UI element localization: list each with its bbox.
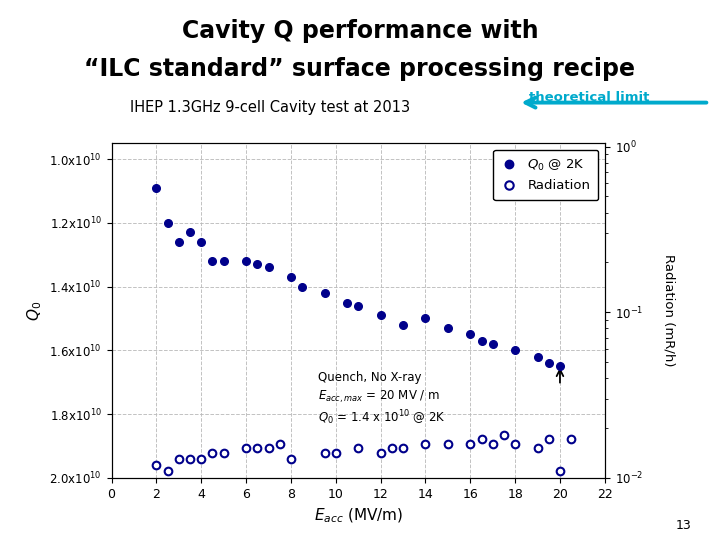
Radiation: [287, 456, 295, 462]
Radiation: [377, 450, 385, 457]
Radiation: [276, 441, 284, 447]
$Q_0$ @ 2K: [287, 274, 295, 280]
Line: Radiation: Radiation: [153, 431, 575, 475]
Radiation: [399, 445, 408, 451]
$Q_0$ @ 2K: [343, 299, 351, 306]
$Q_0$ @ 2K: [208, 258, 217, 264]
Radiation: [556, 468, 564, 474]
$Q_0$ @ 2K: [163, 220, 172, 226]
$Q_0$ @ 2K: [377, 312, 385, 319]
Radiation: [331, 450, 340, 457]
$Q_0$ @ 2K: [186, 229, 194, 235]
Radiation: [174, 456, 183, 462]
Text: Quench, No X-ray: Quench, No X-ray: [318, 370, 421, 383]
Y-axis label: $Q_0$: $Q_0$: [25, 300, 44, 321]
$Q_0$ @ 2K: [197, 239, 206, 245]
Radiation: [208, 450, 217, 457]
Radiation: [421, 441, 430, 447]
Radiation: [354, 445, 363, 451]
Text: $E_{acc, max}$ = 20 MV / m: $E_{acc, max}$ = 20 MV / m: [318, 388, 440, 405]
Radiation: [477, 436, 486, 443]
Radiation: [500, 432, 508, 438]
$Q_0$ @ 2K: [466, 331, 474, 338]
$Q_0$ @ 2K: [264, 264, 273, 271]
Text: theoretical limit: theoretical limit: [529, 91, 649, 104]
Legend: $Q_0$ @ 2K, Radiation: $Q_0$ @ 2K, Radiation: [493, 150, 598, 200]
Radiation: [220, 450, 228, 457]
$Q_0$ @ 2K: [534, 354, 542, 360]
Radiation: [264, 445, 273, 451]
$Q_0$ @ 2K: [444, 325, 452, 331]
Radiation: [253, 445, 261, 451]
Text: “ILC standard” surface processing recipe: “ILC standard” surface processing recipe: [84, 57, 636, 80]
Radiation: [544, 436, 553, 443]
Radiation: [510, 441, 519, 447]
Text: $Q_0$ = 1.4 x 10$^{10}$ @ 2K: $Q_0$ = 1.4 x 10$^{10}$ @ 2K: [318, 408, 446, 427]
$Q_0$ @ 2K: [174, 239, 183, 245]
$Q_0$ @ 2K: [399, 322, 408, 328]
Radiation: [242, 445, 251, 451]
$Q_0$ @ 2K: [421, 315, 430, 322]
Text: Cavity Q performance with: Cavity Q performance with: [181, 19, 539, 43]
$Q_0$ @ 2K: [152, 185, 161, 191]
Y-axis label: Radiation (mR/h): Radiation (mR/h): [662, 254, 675, 367]
Radiation: [152, 461, 161, 468]
Radiation: [444, 441, 452, 447]
Radiation: [534, 445, 542, 451]
Radiation: [197, 456, 206, 462]
Radiation: [466, 441, 474, 447]
Text: 13: 13: [675, 519, 691, 532]
Radiation: [163, 468, 172, 474]
Radiation: [567, 436, 575, 443]
Radiation: [387, 445, 396, 451]
$Q_0$ @ 2K: [220, 258, 228, 264]
X-axis label: $E_{acc}$ (MV/m): $E_{acc}$ (MV/m): [313, 506, 403, 524]
Radiation: [320, 450, 329, 457]
Radiation: [186, 456, 194, 462]
$Q_0$ @ 2K: [556, 363, 564, 369]
$Q_0$ @ 2K: [253, 261, 261, 267]
$Q_0$ @ 2K: [320, 290, 329, 296]
Line: $Q_0$ @ 2K: $Q_0$ @ 2K: [153, 184, 564, 370]
$Q_0$ @ 2K: [298, 284, 307, 290]
$Q_0$ @ 2K: [354, 302, 363, 309]
$Q_0$ @ 2K: [510, 347, 519, 354]
$Q_0$ @ 2K: [242, 258, 251, 264]
$Q_0$ @ 2K: [488, 341, 497, 347]
$Q_0$ @ 2K: [544, 360, 553, 366]
$Q_0$ @ 2K: [477, 338, 486, 344]
Text: IHEP 1.3GHz 9-cell Cavity test at 2013: IHEP 1.3GHz 9-cell Cavity test at 2013: [130, 100, 410, 115]
Radiation: [488, 441, 497, 447]
